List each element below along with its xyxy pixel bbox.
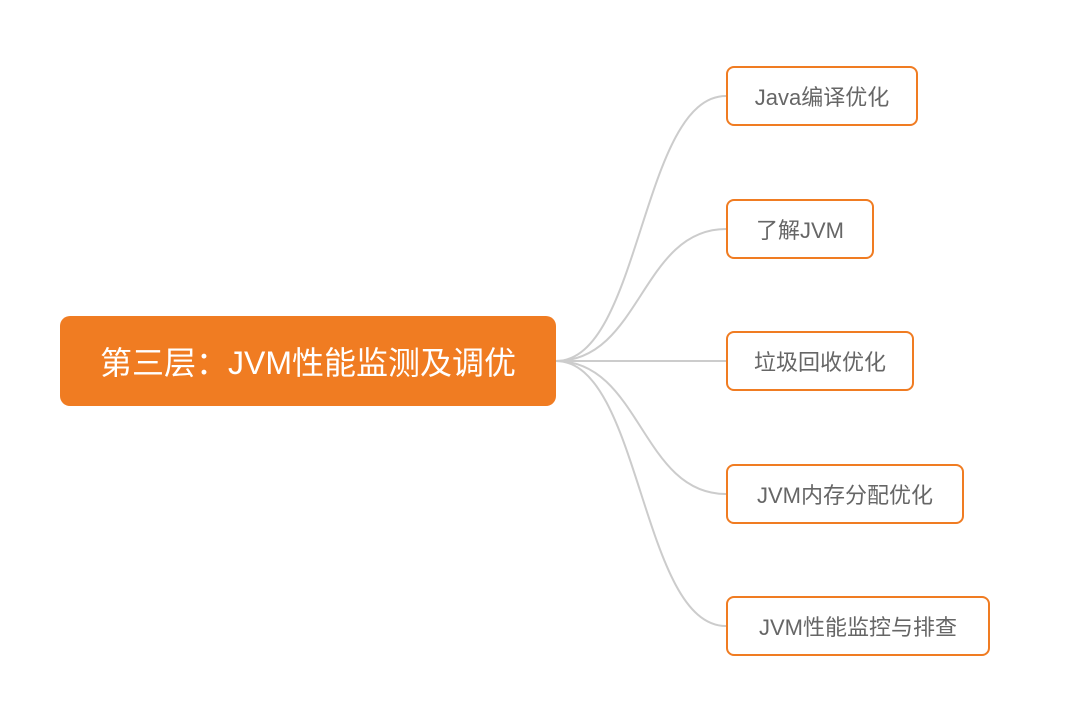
child-node-java-compile[interactable]: Java编译优化: [726, 66, 918, 126]
root-node-label: 第三层：JVM性能监测及调优: [100, 338, 516, 384]
root-node[interactable]: 第三层：JVM性能监测及调优: [60, 316, 556, 406]
child-node-memory-alloc[interactable]: JVM内存分配优化: [726, 464, 964, 524]
child-node-label: 了解JVM: [756, 213, 844, 245]
child-node-gc-optimize[interactable]: 垃圾回收优化: [726, 331, 914, 391]
connector-line: [556, 229, 726, 361]
child-node-label: JVM性能监控与排查: [759, 610, 957, 642]
child-node-label: 垃圾回收优化: [754, 345, 886, 377]
child-node-understand-jvm[interactable]: 了解JVM: [726, 199, 874, 259]
connector-line: [556, 361, 726, 626]
connector-line: [556, 96, 726, 361]
child-node-label: Java编译优化: [755, 80, 889, 112]
child-node-perf-monitor[interactable]: JVM性能监控与排查: [726, 596, 990, 656]
child-node-label: JVM内存分配优化: [757, 478, 933, 510]
mindmap-canvas: 第三层：JVM性能监测及调优 Java编译优化 了解JVM 垃圾回收优化 JVM…: [0, 0, 1080, 723]
connector-line: [556, 361, 726, 494]
